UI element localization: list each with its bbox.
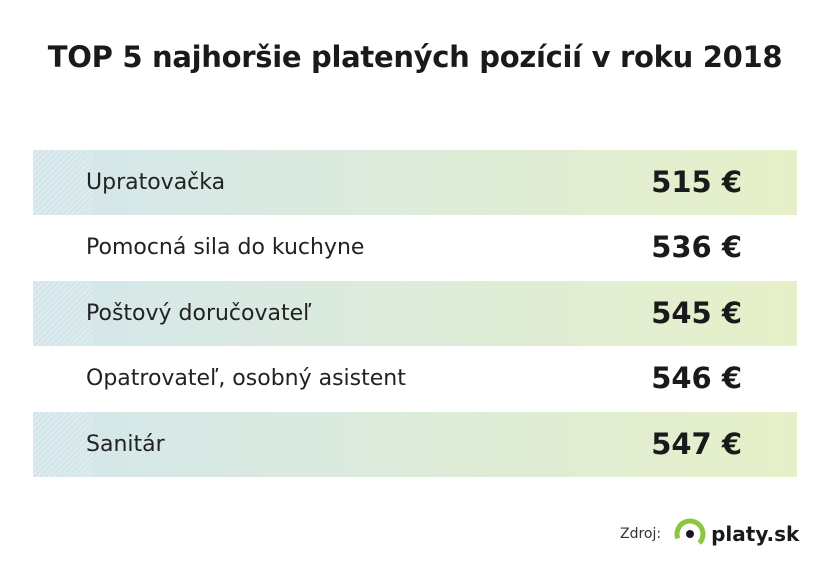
- table-row: Sanitár 547 €: [33, 411, 797, 477]
- position-name: Pomocná sila do kuchyne: [86, 235, 365, 261]
- table-row: Pomocná sila do kuchyne 536 €: [33, 215, 797, 280]
- table-row: Opatrovateľ, osobný asistent 546 €: [33, 346, 797, 411]
- salary: 536 €: [651, 230, 742, 265]
- salary: 545 €: [651, 295, 742, 330]
- logo-icon: [674, 518, 706, 550]
- source-label: Zdroj:: [620, 526, 662, 542]
- position-name: Opatrovateľ, osobný asistent: [86, 366, 406, 392]
- salary: 546 €: [651, 361, 742, 396]
- table-row: Upratovačka 515 €: [33, 150, 797, 216]
- salary: 547 €: [651, 426, 742, 461]
- position-name: Sanitár: [86, 431, 165, 457]
- title: TOP 5 najhoršie platených pozícií v roku…: [47, 40, 783, 74]
- salary: 515 €: [651, 165, 742, 199]
- logo-text: platy.sk: [711, 522, 800, 546]
- position-name: Upratovačka: [86, 170, 226, 195]
- position-name: Poštový doručovateľ: [86, 300, 312, 326]
- footer: Zdroj: platy.sk: [620, 516, 799, 552]
- table-row: Poštový doručovateľ 545 €: [33, 280, 797, 347]
- table: Upratovačka 515 € Pomocná sila do kuchyne 5…: [33, 150, 797, 477]
